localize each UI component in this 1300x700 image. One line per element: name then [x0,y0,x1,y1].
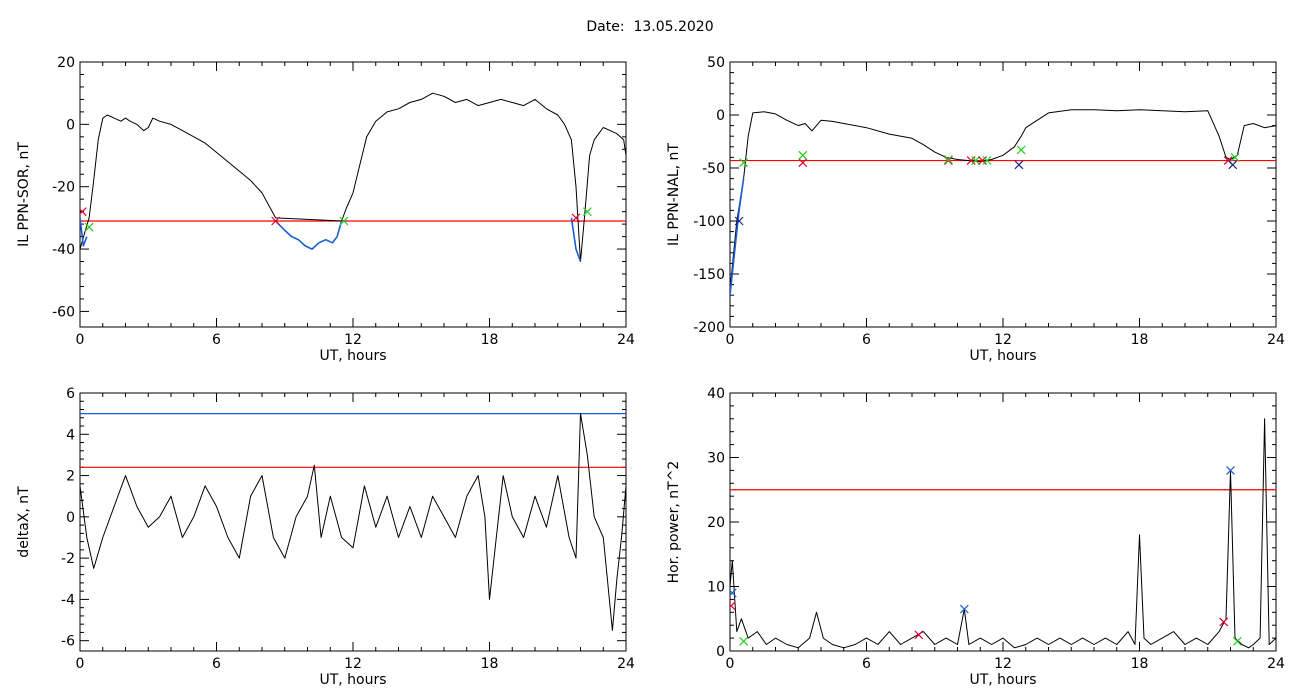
x-marker-red [730,601,736,611]
y-tick-label: 2 [66,469,75,485]
chart-hor-power: 0 6 12 18 24 40 30 20 10 0 UT, hours Hor. power, nT… [666,386,1285,688]
y-tick-label: -200 [693,320,725,336]
y-axis-label: Hor. power, nT^2 [666,461,682,584]
x-tick-label: 0 [726,332,735,348]
series-line-black [730,418,1276,649]
x-marker-red [914,630,924,640]
series-line-black [80,92,626,262]
y-tick-label: -6 [61,634,75,650]
x-tick-label: 24 [617,332,635,348]
x-tick-label: 18 [481,332,499,348]
plot-frame [79,61,627,328]
plot-area [730,109,1276,296]
y-tick-label: 6 [66,386,75,402]
y-tick-label: 0 [716,644,725,660]
series-line-black [80,413,626,631]
x-tick-label: 0 [726,656,735,672]
x-marker-blue [730,588,737,598]
x-marker-green [739,636,749,646]
y-tick-label: 4 [66,427,75,443]
y-tick-label: -20 [52,180,75,196]
x-marker-red [271,216,281,226]
x-marker-green [1016,145,1026,155]
x-marker-green [84,222,94,232]
x-marker-green [1230,152,1240,162]
plot-area [730,418,1276,649]
series-line-blue [80,217,88,247]
y-tick-label: 50 [707,55,725,71]
x-marker-blue [959,604,969,614]
x-marker-green [798,150,808,160]
x-marker-green [943,155,953,164]
x-marker-red [798,158,808,168]
x-axis-label: UT, hours [319,348,386,364]
chart-il-ppn-sor: 0 6 12 18 24 20 0 -20 -40 -60 UT, hours IL PPN-SOR,… [16,55,635,364]
y-tick-label: 20 [707,515,725,531]
x-marker-green [582,207,592,217]
y-tick-label: -50 [702,161,725,177]
y-tick-label: -60 [52,304,75,320]
x-tick-label: 12 [994,656,1012,672]
y-axis-label: IL PPN-NAL, nT [666,143,682,246]
series-line-blue [570,217,582,262]
y-tick-label: 20 [57,55,75,71]
y-axis-label: IL PPN-SOR, nT [16,142,32,247]
series-line-black [730,109,1276,290]
series-line-blue [730,178,745,296]
plot-frame [729,61,1277,328]
page-title: Date: 13.05.2020 [586,19,714,35]
x-marker-navy [1228,160,1238,170]
x-marker-red [80,207,87,217]
x-marker-red [943,156,953,166]
x-marker-blue [1226,465,1235,475]
x-axis-label: UT, hours [319,672,386,688]
y-tick-label: 40 [707,386,725,402]
x-marker-green [1232,636,1242,646]
y-tick-label: 0 [66,117,75,133]
x-tick-label: 18 [1131,332,1149,348]
x-tick-label: 24 [1267,656,1285,672]
x-marker-navy [1014,160,1024,170]
x-tick-label: 0 [76,332,85,348]
x-tick-label: 6 [862,656,871,672]
y-tick-label: -40 [52,242,75,258]
chart-il-ppn-nal: 0 6 12 18 24 50 0 -50 -100 -150 -200 UT, hours IL PP… [666,55,1285,364]
x-tick-label: 24 [617,656,635,672]
y-tick-label: 10 [707,580,725,596]
y-axis-label: deltaX, nT [16,486,32,558]
chart-deltax: 0 6 12 18 24 6 4 2 0 -2 -4 -6 UT, hours deltaX, nT [16,386,635,688]
y-tick-label: -150 [693,267,725,283]
x-tick-label: 18 [481,656,499,672]
plot-area [80,413,626,631]
x-tick-label: 6 [212,656,221,672]
x-marker-green [971,156,981,166]
y-tick-label: -4 [61,592,75,608]
x-marker-navy [734,216,744,226]
y-tick-label: -2 [61,551,75,567]
x-marker-green [339,216,349,226]
x-tick-label: 12 [344,332,362,348]
y-tick-label: -100 [693,214,725,230]
series-line-blue [275,220,343,250]
plot-area [80,92,626,262]
y-tick-label: 0 [716,108,725,124]
x-marker-red [1219,617,1229,627]
x-tick-label: 12 [344,656,362,672]
x-marker-red [571,213,581,223]
x-tick-label: 12 [994,332,1012,348]
x-tick-label: 18 [1131,656,1149,672]
x-marker-green [982,156,992,166]
x-tick-label: 0 [76,656,85,672]
x-axis-label: UT, hours [969,348,1036,364]
plot-frame [729,392,1277,652]
x-axis-label: UT, hours [969,672,1036,688]
x-marker-green [739,158,749,168]
y-tick-label: 30 [707,451,725,467]
x-tick-label: 24 [1267,332,1285,348]
x-tick-label: 6 [212,332,221,348]
y-tick-label: 0 [66,510,75,526]
x-tick-label: 6 [862,332,871,348]
